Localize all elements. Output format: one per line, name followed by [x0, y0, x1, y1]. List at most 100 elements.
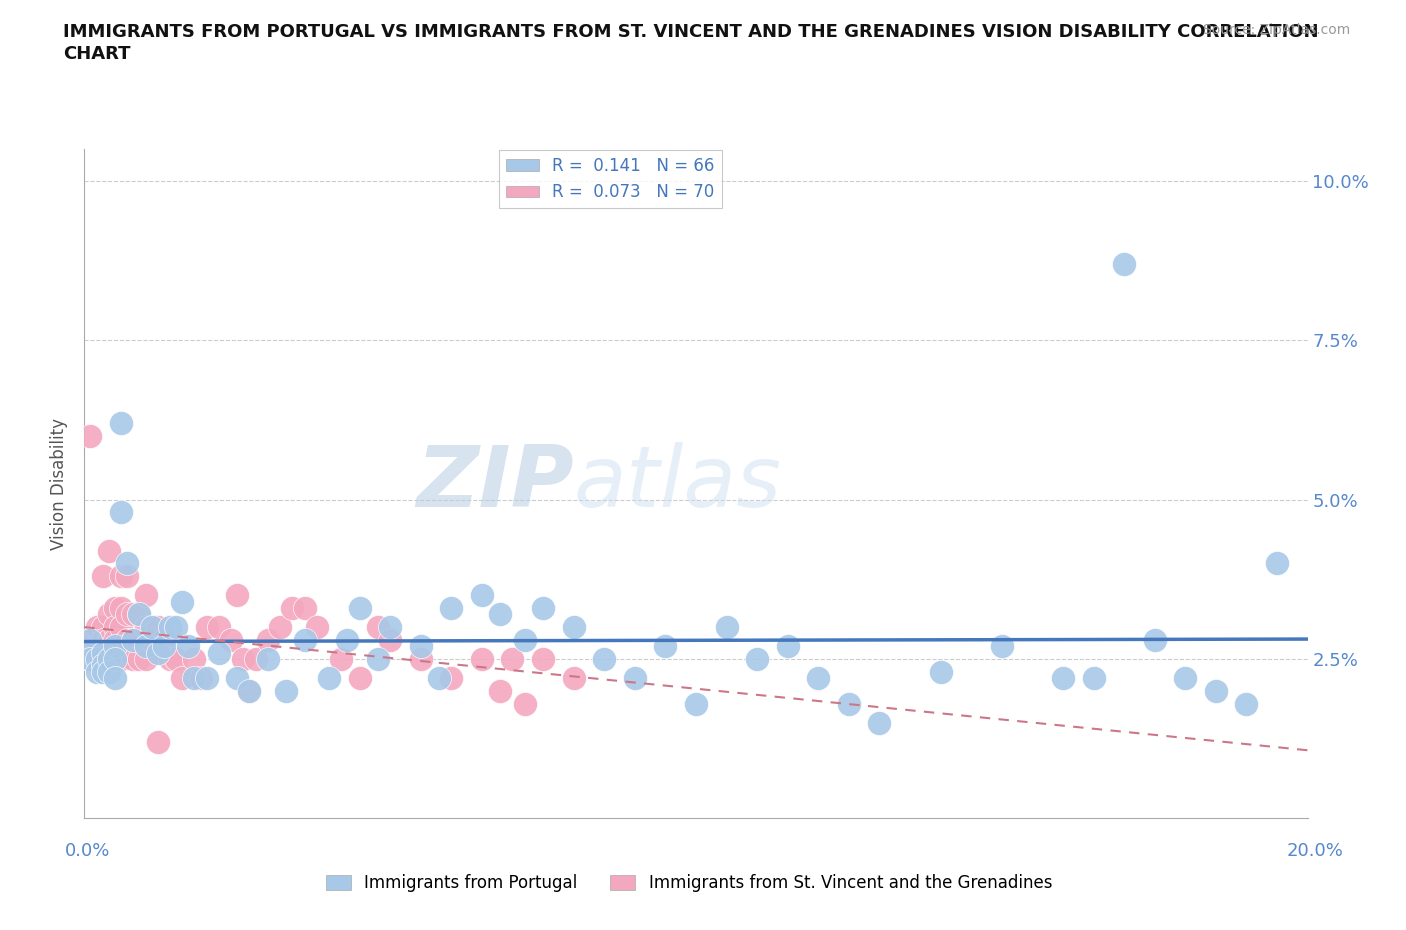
- Point: [685, 697, 707, 711]
- Point: [128, 607, 150, 622]
- Point: [122, 652, 145, 667]
- Point: [91, 619, 114, 634]
- Point: [91, 568, 114, 583]
- Point: [349, 671, 371, 685]
- Point: [122, 632, 145, 647]
- Point: [104, 652, 127, 667]
- Point: [172, 594, 194, 609]
- Point: [318, 671, 340, 685]
- Point: [97, 664, 120, 679]
- Point: [624, 671, 647, 685]
- Point: [122, 607, 145, 622]
- Point: [79, 652, 101, 667]
- Point: [110, 568, 132, 583]
- Point: [1174, 671, 1197, 685]
- Point: [104, 671, 127, 685]
- Point: [593, 652, 616, 667]
- Point: [146, 645, 169, 660]
- Point: [135, 652, 157, 667]
- Point: [177, 639, 200, 654]
- Point: [367, 652, 389, 667]
- Text: IMMIGRANTS FROM PORTUGAL VS IMMIGRANTS FROM ST. VINCENT AND THE GRENADINES VISIO: IMMIGRANTS FROM PORTUGAL VS IMMIGRANTS F…: [63, 23, 1319, 41]
- Point: [226, 588, 249, 603]
- Point: [281, 601, 304, 616]
- Point: [380, 632, 402, 647]
- Point: [104, 652, 127, 667]
- Point: [1143, 632, 1166, 647]
- Point: [91, 652, 114, 667]
- Point: [86, 652, 108, 667]
- Point: [91, 652, 114, 667]
- Point: [807, 671, 830, 685]
- Point: [135, 639, 157, 654]
- Point: [195, 671, 218, 685]
- Point: [257, 652, 280, 667]
- Legend: R =  0.141   N = 66, R =  0.073   N = 70: R = 0.141 N = 66, R = 0.073 N = 70: [499, 151, 721, 208]
- Point: [97, 632, 120, 647]
- Point: [208, 619, 231, 634]
- Point: [128, 607, 150, 622]
- Point: [562, 671, 585, 685]
- Text: 0.0%: 0.0%: [65, 842, 110, 860]
- Point: [531, 601, 554, 616]
- Point: [257, 632, 280, 647]
- Point: [195, 619, 218, 634]
- Point: [513, 632, 536, 647]
- Point: [716, 619, 738, 634]
- Point: [1052, 671, 1074, 685]
- Point: [122, 632, 145, 647]
- Point: [232, 652, 254, 667]
- Point: [1236, 697, 1258, 711]
- Text: ZIP: ZIP: [416, 442, 574, 525]
- Point: [135, 588, 157, 603]
- Point: [471, 588, 494, 603]
- Point: [427, 671, 450, 685]
- Point: [91, 658, 114, 672]
- Point: [79, 652, 101, 667]
- Point: [380, 619, 402, 634]
- Point: [97, 652, 120, 667]
- Point: [115, 607, 138, 622]
- Point: [97, 652, 120, 667]
- Point: [97, 543, 120, 558]
- Text: 20.0%: 20.0%: [1286, 842, 1343, 860]
- Point: [79, 632, 101, 647]
- Legend: Immigrants from Portugal, Immigrants from St. Vincent and the Grenadines: Immigrants from Portugal, Immigrants fro…: [319, 867, 1059, 898]
- Point: [141, 632, 163, 647]
- Point: [238, 684, 260, 698]
- Point: [305, 619, 328, 634]
- Point: [1083, 671, 1105, 685]
- Point: [153, 639, 176, 654]
- Point: [294, 632, 316, 647]
- Point: [440, 601, 463, 616]
- Point: [219, 632, 242, 647]
- Point: [276, 684, 298, 698]
- Point: [991, 639, 1014, 654]
- Point: [245, 652, 267, 667]
- Point: [336, 632, 359, 647]
- Point: [79, 652, 101, 667]
- Text: CHART: CHART: [63, 45, 131, 62]
- Point: [86, 652, 108, 667]
- Point: [91, 632, 114, 647]
- Y-axis label: Vision Disability: Vision Disability: [51, 418, 69, 550]
- Point: [929, 664, 952, 679]
- Point: [115, 556, 138, 571]
- Point: [110, 416, 132, 431]
- Point: [1265, 556, 1288, 571]
- Point: [349, 601, 371, 616]
- Point: [172, 671, 194, 685]
- Point: [440, 671, 463, 685]
- Point: [165, 652, 187, 667]
- Point: [135, 619, 157, 634]
- Point: [86, 664, 108, 679]
- Point: [146, 735, 169, 750]
- Point: [97, 607, 120, 622]
- Point: [489, 607, 512, 622]
- Point: [165, 619, 187, 634]
- Point: [183, 652, 205, 667]
- Point: [146, 619, 169, 634]
- Point: [367, 619, 389, 634]
- Point: [226, 671, 249, 685]
- Point: [747, 652, 769, 667]
